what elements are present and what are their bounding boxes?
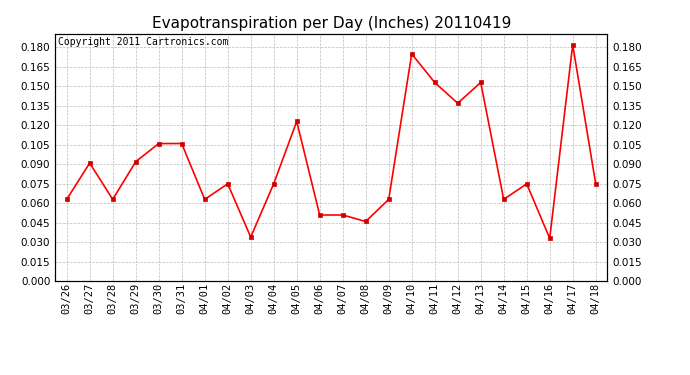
Text: Copyright 2011 Cartronics.com: Copyright 2011 Cartronics.com	[58, 38, 228, 48]
Title: Evapotranspiration per Day (Inches) 20110419: Evapotranspiration per Day (Inches) 2011…	[152, 16, 511, 31]
